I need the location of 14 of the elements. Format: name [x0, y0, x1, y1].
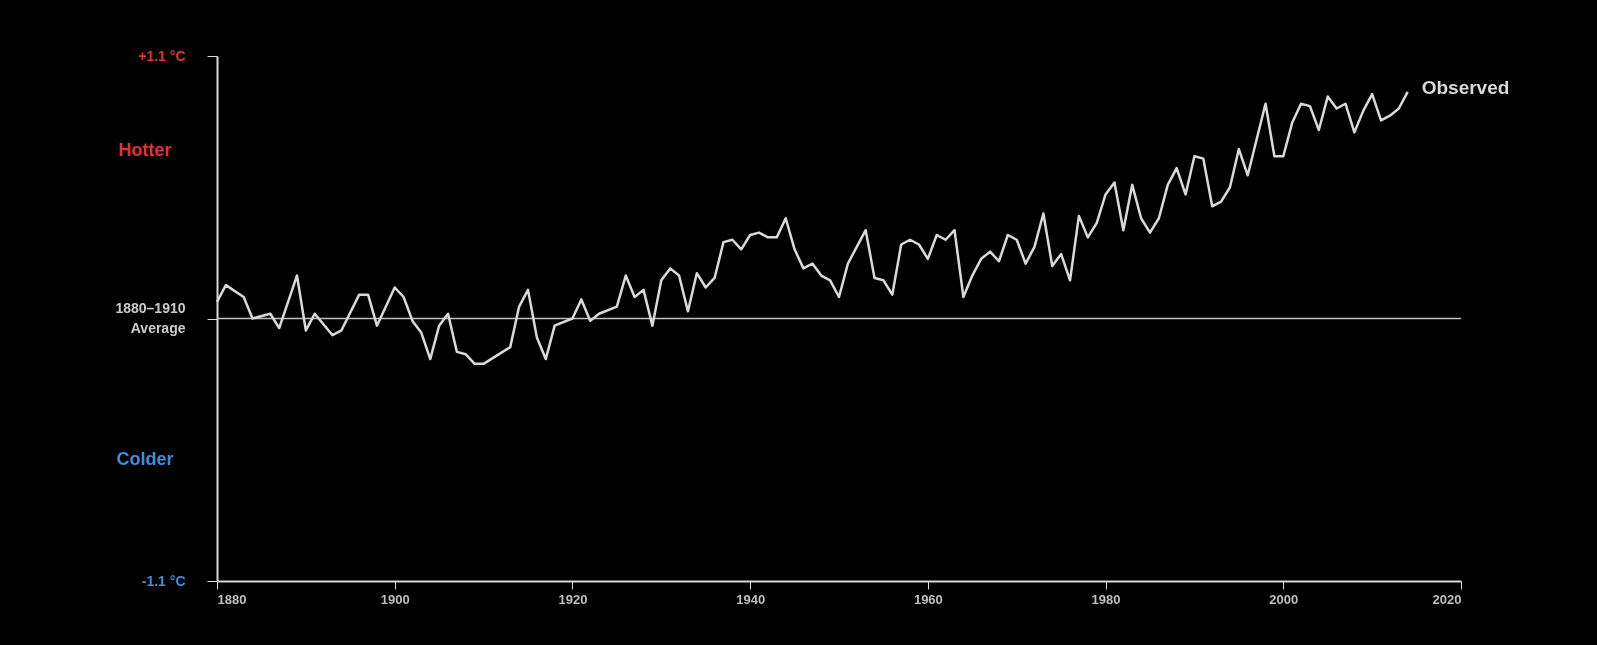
y-tick-label: 1880–1910 Average	[115, 300, 186, 336]
x-tick-label: 1960	[913, 591, 943, 607]
y-tick-label: +1.1 °C	[138, 47, 186, 64]
x-tick-label: 2020	[1432, 591, 1462, 607]
x-tick-label: 2000	[1269, 591, 1299, 607]
y-tick-label: -1.1 °C	[141, 572, 186, 589]
x-tick-label: 1900	[380, 591, 410, 607]
x-tick-label: 1880	[217, 591, 247, 607]
x-tick-label: 1940	[736, 591, 766, 607]
x-tick-label: 1920	[558, 591, 588, 607]
text: Hotter	[118, 139, 172, 160]
series-label: Observed	[1421, 76, 1510, 98]
text: Colder	[116, 449, 174, 470]
x-tick-label: 1980	[1091, 591, 1121, 607]
